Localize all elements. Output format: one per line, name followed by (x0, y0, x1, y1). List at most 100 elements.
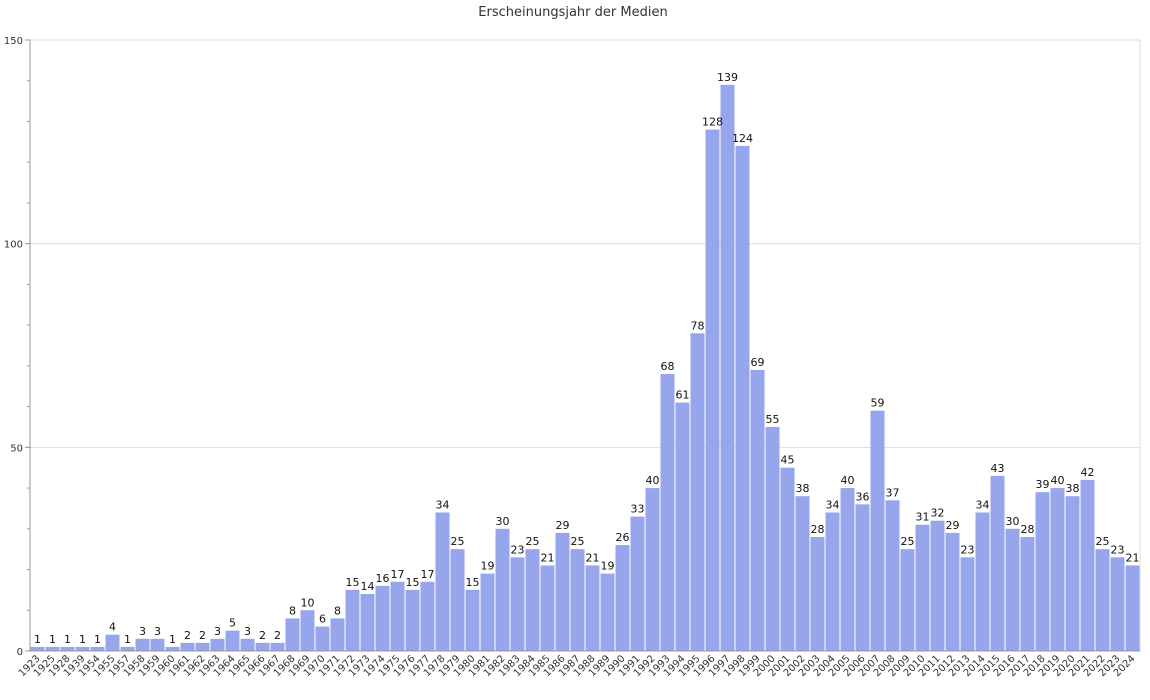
data-label-2011: 32 (931, 507, 945, 520)
data-label-2018: 39 (1036, 478, 1050, 491)
data-label-2017: 28 (1021, 523, 1035, 536)
grid-lines (30, 39, 1141, 651)
data-label-2020: 38 (1066, 482, 1080, 495)
bar-2003 (810, 536, 825, 651)
data-label-1987: 25 (571, 535, 585, 548)
bar-1928 (60, 646, 75, 651)
bar-2009 (900, 549, 915, 651)
bar-1981 (480, 573, 495, 651)
bar-1989 (600, 573, 615, 651)
bar-1954 (90, 646, 105, 651)
data-label-1964: 5 (229, 617, 236, 630)
data-label-1923: 1 (34, 633, 41, 646)
data-label-1999: 69 (751, 356, 765, 369)
data-label-1960: 1 (169, 633, 176, 646)
data-label-2022: 25 (1096, 535, 1110, 548)
data-label-2013: 23 (961, 543, 975, 556)
bar-1995 (690, 333, 705, 651)
bar-1994 (675, 402, 690, 651)
data-label-1981: 19 (481, 560, 495, 573)
data-label-2009: 25 (901, 535, 915, 548)
data-label-1957: 1 (124, 633, 131, 646)
bar-2002 (795, 496, 810, 651)
data-label-1958: 3 (139, 625, 146, 638)
bar-1986 (555, 532, 570, 651)
data-label-1991: 33 (631, 503, 645, 516)
data-label-1961: 2 (184, 629, 191, 642)
bar-1955 (105, 634, 120, 651)
bar-2005 (840, 488, 855, 651)
bar-2023 (1110, 557, 1125, 651)
data-label-1983: 23 (511, 543, 525, 556)
y-tick-label: 100 (4, 240, 23, 251)
bar-1975 (390, 581, 405, 651)
data-label-1954: 1 (94, 633, 101, 646)
data-label-2023: 23 (1111, 543, 1125, 556)
bar-1973 (360, 593, 375, 651)
bar-1970 (315, 626, 330, 651)
bar-1988 (585, 565, 600, 651)
bar-2020 (1065, 496, 1080, 651)
bar-2001 (780, 467, 795, 651)
bar-1998 (735, 145, 750, 651)
data-label-2000: 55 (766, 413, 780, 426)
data-label-1939: 1 (79, 633, 86, 646)
data-label-1966: 2 (259, 629, 266, 642)
bar-1959 (150, 638, 165, 651)
bar-1967 (270, 642, 285, 651)
data-label-1970: 6 (319, 613, 326, 626)
data-label-1995: 78 (691, 319, 705, 332)
data-label-1979: 25 (451, 535, 465, 548)
data-label-1925: 1 (49, 633, 56, 646)
data-label-2015: 43 (991, 462, 1005, 475)
data-label-1972: 15 (346, 576, 360, 589)
bars (30, 84, 1140, 652)
data-label-1928: 1 (64, 633, 71, 646)
y-tick-label: 0 (17, 647, 23, 658)
bar-1925 (45, 646, 60, 651)
bar-1972 (345, 589, 360, 651)
data-label-1986: 29 (556, 519, 570, 532)
bar-1987 (570, 549, 585, 651)
bar-2019 (1050, 488, 1065, 651)
bar-2000 (765, 426, 780, 651)
data-label-1990: 26 (616, 531, 630, 544)
data-label-1977: 17 (421, 568, 435, 581)
bar-2007 (870, 410, 885, 651)
data-label-1974: 16 (376, 572, 390, 585)
data-label-1989: 19 (601, 560, 615, 573)
bar-1960 (165, 646, 180, 651)
data-label-1998: 124 (732, 132, 753, 145)
data-label-1955: 4 (109, 621, 116, 634)
y-tick-label: 50 (10, 443, 23, 454)
data-label-1996: 128 (702, 116, 723, 129)
data-label-1975: 17 (391, 568, 405, 581)
bar-1971 (330, 618, 345, 651)
bar-2013 (960, 557, 975, 651)
bar-2011 (930, 520, 945, 651)
data-label-1997: 139 (717, 71, 738, 84)
bar-1939 (75, 646, 90, 651)
data-label-2003: 28 (811, 523, 825, 536)
bar-1984 (525, 549, 540, 651)
bar-2024 (1125, 565, 1140, 651)
bar-2004 (825, 512, 840, 651)
data-label-2019: 40 (1051, 474, 1065, 487)
bar-2016 (1005, 528, 1020, 651)
data-label-1963: 3 (214, 625, 221, 638)
bar-1980 (465, 589, 480, 651)
data-label-2006: 36 (856, 490, 870, 503)
bar-2010 (915, 524, 930, 651)
data-label-2001: 45 (781, 454, 795, 467)
data-label-1978: 34 (436, 499, 450, 512)
bar-2022 (1095, 549, 1110, 651)
data-label-1993: 68 (661, 360, 675, 373)
bar-1979 (450, 549, 465, 651)
bar-1978 (435, 512, 450, 651)
data-label-2010: 31 (916, 511, 930, 524)
data-label-2005: 40 (841, 474, 855, 487)
bar-1957 (120, 646, 135, 651)
bar-1991 (630, 516, 645, 651)
bar-1983 (510, 557, 525, 651)
bar-1964 (225, 630, 240, 651)
